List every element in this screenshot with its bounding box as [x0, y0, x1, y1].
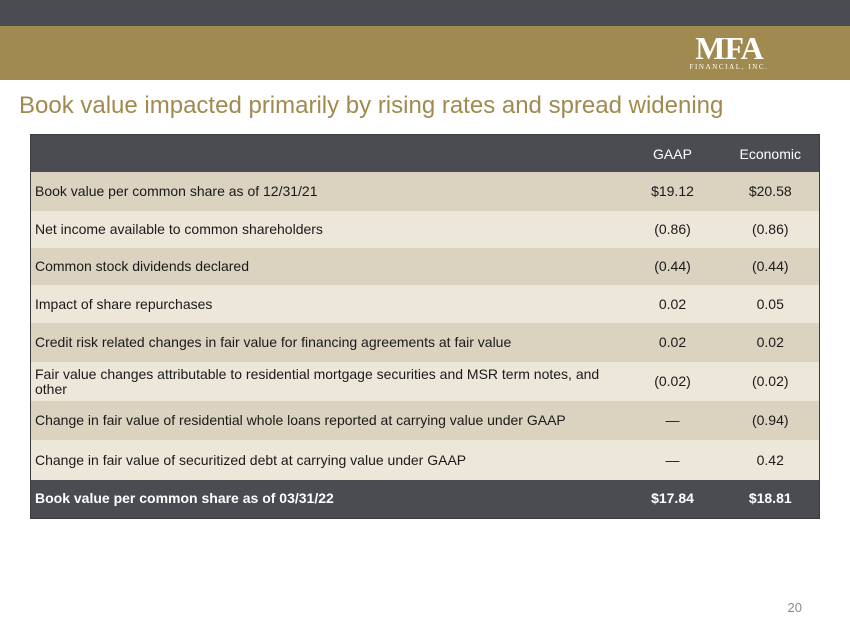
table-row: Change in fair value of residential whol… — [30, 401, 820, 440]
row-label: Common stock dividends declared — [30, 248, 624, 285]
total-label: Book value per common share as of 03/31/… — [30, 480, 624, 518]
table-header-row: GAAP Economic — [30, 134, 820, 172]
economic-value: (0.94) — [721, 401, 820, 440]
header-cell-gaap: GAAP — [623, 134, 722, 172]
row-label: Book value per common share as of 12/31/… — [30, 172, 624, 211]
logo-subtext: FINANCIAL, INC. — [689, 63, 769, 71]
table-row: Common stock dividends declared (0.44) (… — [30, 248, 820, 285]
mfa-logo: MFA FINANCIAL, INC. — [684, 30, 774, 77]
gaap-value: (0.44) — [623, 248, 722, 285]
header-cell-label — [30, 134, 624, 172]
economic-value: $20.58 — [721, 172, 820, 211]
gaap-value: $19.12 — [623, 172, 722, 211]
logo-mark: MFA — [695, 30, 763, 66]
table-row: Net income available to common sharehold… — [30, 211, 820, 248]
row-label: Impact of share repurchases — [30, 285, 624, 323]
economic-value: 0.02 — [721, 323, 820, 362]
gaap-value: (0.02) — [623, 362, 722, 401]
gaap-value: 0.02 — [623, 285, 722, 323]
row-label: Change in fair value of securitized debt… — [30, 440, 624, 480]
row-label: Net income available to common sharehold… — [30, 211, 624, 248]
row-label: Credit risk related changes in fair valu… — [30, 323, 624, 362]
economic-value: 0.42 — [721, 440, 820, 480]
gaap-value: (0.86) — [623, 211, 722, 248]
gaap-value: — — [623, 440, 722, 480]
header-band — [0, 26, 850, 80]
table-row: Impact of share repurchases 0.02 0.05 — [30, 285, 820, 323]
table-row: Book value per common share as of 12/31/… — [30, 172, 820, 211]
book-value-table: GAAP Economic Book value per common shar… — [30, 134, 820, 519]
table-row: Credit risk related changes in fair valu… — [30, 323, 820, 362]
total-economic-value: $18.81 — [721, 480, 820, 518]
gaap-value: — — [623, 401, 722, 440]
slide-title: Book value impacted primarily by rising … — [19, 92, 724, 119]
page-number: 20 — [787, 600, 802, 615]
row-label: Change in fair value of residential whol… — [30, 401, 624, 440]
economic-value: 0.05 — [721, 285, 820, 323]
total-gaap-value: $17.84 — [623, 480, 722, 518]
economic-value: (0.86) — [721, 211, 820, 248]
table-row: Fair value changes attributable to resid… — [30, 362, 820, 401]
row-label: Fair value changes attributable to resid… — [30, 362, 624, 401]
table-row: Change in fair value of securitized debt… — [30, 440, 820, 480]
top-bar — [0, 0, 850, 26]
economic-value: (0.44) — [721, 248, 820, 285]
gaap-value: 0.02 — [623, 323, 722, 362]
header-cell-economic: Economic — [721, 134, 820, 172]
economic-value: (0.02) — [721, 362, 820, 401]
total-row: Book value per common share as of 03/31/… — [30, 480, 820, 518]
